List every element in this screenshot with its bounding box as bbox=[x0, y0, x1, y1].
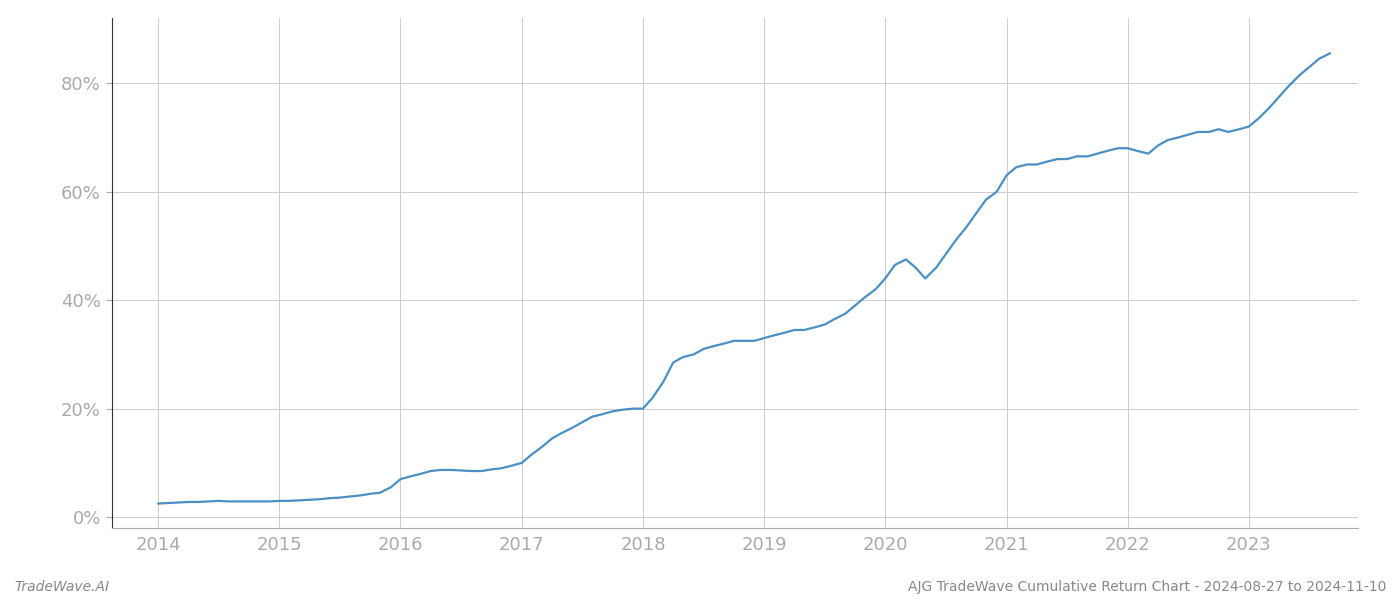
Text: AJG TradeWave Cumulative Return Chart - 2024-08-27 to 2024-11-10: AJG TradeWave Cumulative Return Chart - … bbox=[907, 580, 1386, 594]
Text: TradeWave.AI: TradeWave.AI bbox=[14, 580, 109, 594]
